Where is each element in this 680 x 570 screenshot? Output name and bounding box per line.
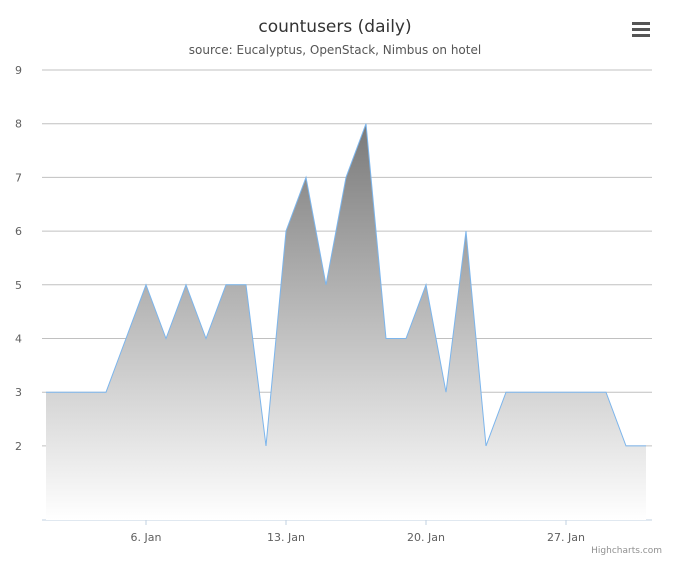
chart-title: countusers (daily) <box>258 17 411 37</box>
y-tick-label: 3 <box>15 386 22 399</box>
y-tick-label: 9 <box>15 64 22 77</box>
menu-bar <box>632 28 650 31</box>
area-fill <box>46 123 646 521</box>
menu-bar <box>632 34 650 37</box>
y-tick-label: 5 <box>15 279 22 292</box>
y-tick-label: 6 <box>15 225 22 238</box>
x-tick-label: 13. Jan <box>267 531 305 544</box>
menu-bar <box>632 22 650 25</box>
y-tick-label: 4 <box>15 332 22 345</box>
x-tick-label: 6. Jan <box>131 531 162 544</box>
y-tick-label: 8 <box>15 118 22 131</box>
menu-button[interactable] <box>632 22 650 37</box>
y-tick-label: 2 <box>15 440 22 453</box>
chart-subtitle: source: Eucalyptus, OpenStack, Nimbus on… <box>189 43 481 57</box>
x-tick-label: 20. Jan <box>407 531 445 544</box>
x-tick-label: 27. Jan <box>547 531 585 544</box>
credits[interactable]: Highcharts.com <box>591 546 662 556</box>
area-line <box>46 123 646 447</box>
y-tick-label: 7 <box>15 171 22 184</box>
